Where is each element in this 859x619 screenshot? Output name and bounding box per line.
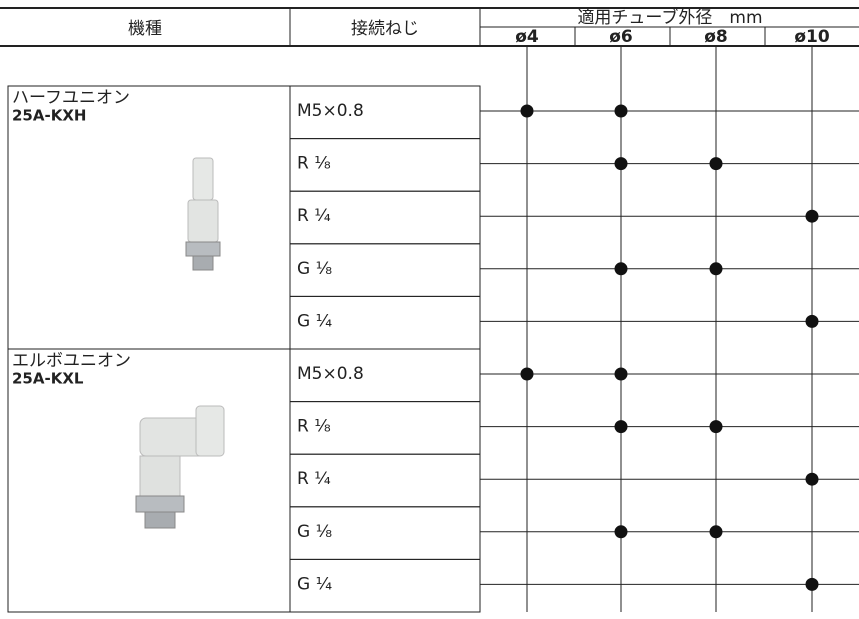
thread: R ¹⁄₄: [297, 206, 331, 226]
availability-dot: [520, 104, 534, 118]
availability-dot: [614, 157, 628, 171]
header-model: 機種: [128, 19, 162, 39]
model-name: ハーフユニオン: [12, 88, 130, 108]
availability-dot: [805, 209, 819, 223]
size-header: ø4: [515, 27, 539, 47]
thread: G ¹⁄₄: [297, 574, 332, 594]
size-header: ø6: [609, 27, 633, 47]
availability-dot: [614, 104, 628, 118]
availability-dot: [709, 525, 723, 539]
thread: G ¹⁄₈: [297, 522, 332, 542]
thread: R ¹⁄₈: [297, 154, 331, 174]
thread: G ¹⁄₄: [297, 311, 332, 331]
fitting-image: [185, 157, 221, 271]
size-header: ø8: [704, 27, 728, 47]
availability-dot: [614, 262, 628, 276]
header-tube: 適用チューブ外径 mm: [577, 7, 762, 28]
model-cell: [7, 85, 291, 350]
availability-dot: [614, 367, 628, 381]
availability-dot: [614, 525, 628, 539]
model-name: エルボユニオン: [12, 351, 131, 371]
thread: M5×0.8: [297, 364, 364, 384]
availability-dot: [520, 367, 534, 381]
model-code: 25A-KXL: [12, 370, 84, 388]
fitting-image: [135, 405, 225, 529]
thread: G ¹⁄₈: [297, 259, 332, 279]
header-thread: 接続ねじ: [351, 19, 419, 39]
thread: R ¹⁄₄: [297, 469, 331, 489]
thread: R ¹⁄₈: [297, 417, 331, 437]
availability-dot: [614, 420, 628, 434]
availability-dot: [709, 157, 723, 171]
availability-dot: [805, 472, 819, 486]
availability-dot: [709, 420, 723, 434]
availability-dot: [709, 262, 723, 276]
availability-dot: [805, 314, 819, 328]
availability-dot: [805, 577, 819, 591]
model-code: 25A-KXH: [12, 107, 86, 125]
thread: M5×0.8: [297, 101, 364, 121]
thread-cell: [289, 558, 481, 613]
size-header: ø10: [794, 27, 830, 47]
